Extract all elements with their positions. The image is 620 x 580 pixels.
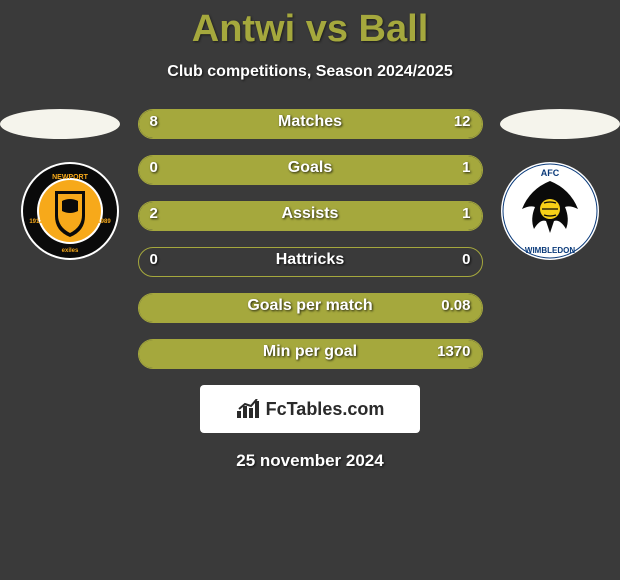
stat-rows-container: 8Matches120Goals12Assists10Hattricks0Goa…: [138, 109, 483, 369]
brand-text: FcTables.com: [266, 399, 385, 420]
club-badge-left: NEWPORT exiles 1912 1989: [20, 161, 120, 261]
stat-value-right: 1: [462, 159, 470, 176]
stat-label: Goals: [138, 159, 483, 177]
svg-text:1912: 1912: [29, 219, 43, 225]
comparison-subtitle: Club competitions, Season 2024/2025: [0, 63, 620, 81]
stat-row: Min per goal1370: [138, 339, 483, 369]
stat-label: Assists: [138, 205, 483, 223]
stat-row: 0Goals1: [138, 155, 483, 185]
stat-label: Matches: [138, 113, 483, 131]
comparison-title: Antwi vs Ball: [0, 0, 620, 51]
stat-value-right: 12: [454, 113, 471, 130]
svg-text:NEWPORT: NEWPORT: [52, 174, 89, 181]
stat-row: Goals per match0.08: [138, 293, 483, 323]
svg-text:1989: 1989: [97, 219, 111, 225]
stat-label: Min per goal: [138, 343, 483, 361]
club-badge-right: AFC WIMBLEDON: [500, 161, 600, 261]
player-right-photo-placeholder: [500, 109, 620, 139]
stat-row: 2Assists1: [138, 201, 483, 231]
svg-text:AFC: AFC: [541, 168, 560, 178]
player-left-photo-placeholder: [0, 109, 120, 139]
stat-row: 0Hattricks0: [138, 247, 483, 277]
stat-row: 8Matches12: [138, 109, 483, 139]
chart-icon: [236, 399, 260, 419]
newport-county-badge-icon: NEWPORT exiles 1912 1989: [20, 161, 120, 261]
stats-area: NEWPORT exiles 1912 1989 AFC WIMBLEDON 8…: [0, 109, 620, 369]
stat-label: Hattricks: [138, 251, 483, 269]
stat-label: Goals per match: [138, 297, 483, 315]
fctables-brand: FcTables.com: [200, 385, 420, 433]
comparison-date: 25 november 2024: [0, 451, 620, 471]
stat-value-right: 1370: [437, 343, 470, 360]
svg-text:WIMBLEDON: WIMBLEDON: [525, 246, 575, 255]
svg-text:exiles: exiles: [62, 248, 79, 254]
afc-wimbledon-badge-icon: AFC WIMBLEDON: [500, 161, 600, 261]
stat-value-right: 0: [462, 251, 470, 268]
stat-value-right: 1: [462, 205, 470, 222]
stat-value-right: 0.08: [441, 297, 470, 314]
